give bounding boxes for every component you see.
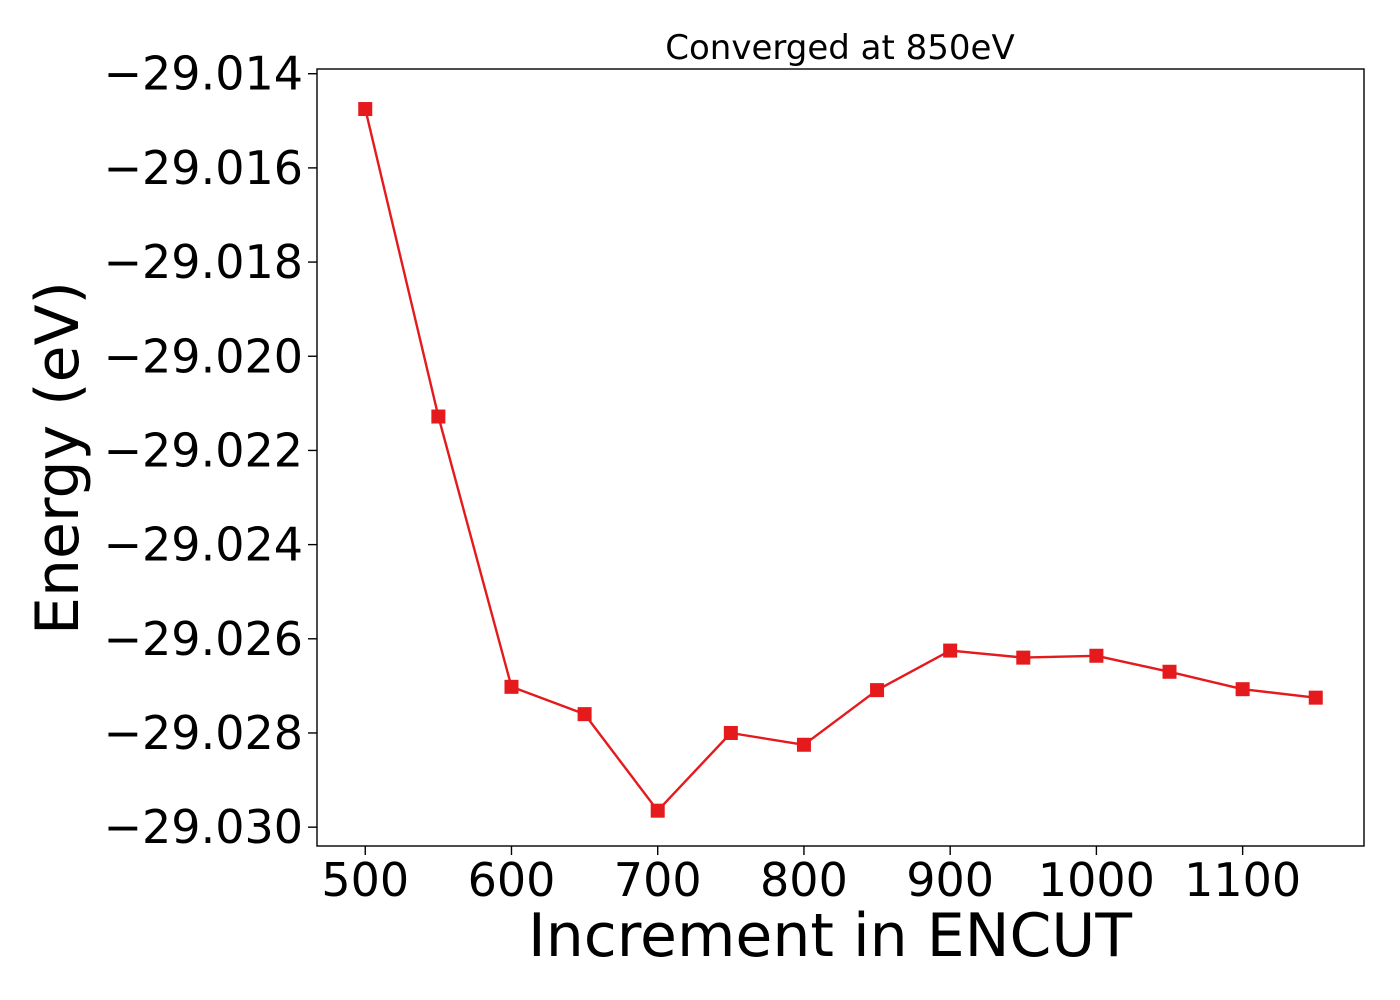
y-tick-label: −29.030 [104,800,304,854]
y-tick-label: −29.022 [104,423,304,477]
x-tick-label: 600 [468,853,556,907]
data-point [1308,690,1323,705]
plot-area [316,68,1365,847]
y-tick-label: −29.020 [104,329,304,383]
x-axis: 500 600 700 800 900 1000 1100 [321,846,1301,907]
y-axis-title: Energy (eV) [23,281,93,635]
data-point [358,102,373,117]
y-tick-label: −29.014 [104,47,304,101]
x-tick-label: 1000 [1038,853,1155,907]
data-point [577,707,592,722]
y-tick-label: −29.026 [104,612,304,666]
chart-title: Converged at 850eV [665,28,1014,68]
x-tick-label: 500 [321,853,409,907]
data-point [431,409,446,424]
series-line [364,108,1316,812]
data-point [1016,650,1031,665]
x-tick-label: 800 [760,853,848,907]
y-tick-label: −29.016 [104,141,304,195]
data-point [504,679,519,694]
data-point [870,683,885,698]
data-point [650,803,665,818]
plot-frame [316,68,1365,847]
y-axis: −29.014 −29.016 −29.018 −29.020 −29.022 −29.0… [104,47,317,854]
data-point [1162,664,1177,679]
y-tick-label: −29.024 [104,518,304,572]
series-layer [358,102,1323,818]
data-point [723,725,738,740]
data-point [1235,682,1250,697]
data-point [943,643,958,658]
data-point [1089,648,1104,663]
x-tick-label: 900 [906,853,994,907]
x-tick-label: 700 [614,853,702,907]
x-axis-title: Increment in ENCUT [528,901,1132,971]
x-tick-label: 1100 [1184,853,1301,907]
y-tick-label: −29.018 [104,235,304,289]
data-point [796,737,811,752]
y-tick-label: −29.028 [104,706,304,760]
